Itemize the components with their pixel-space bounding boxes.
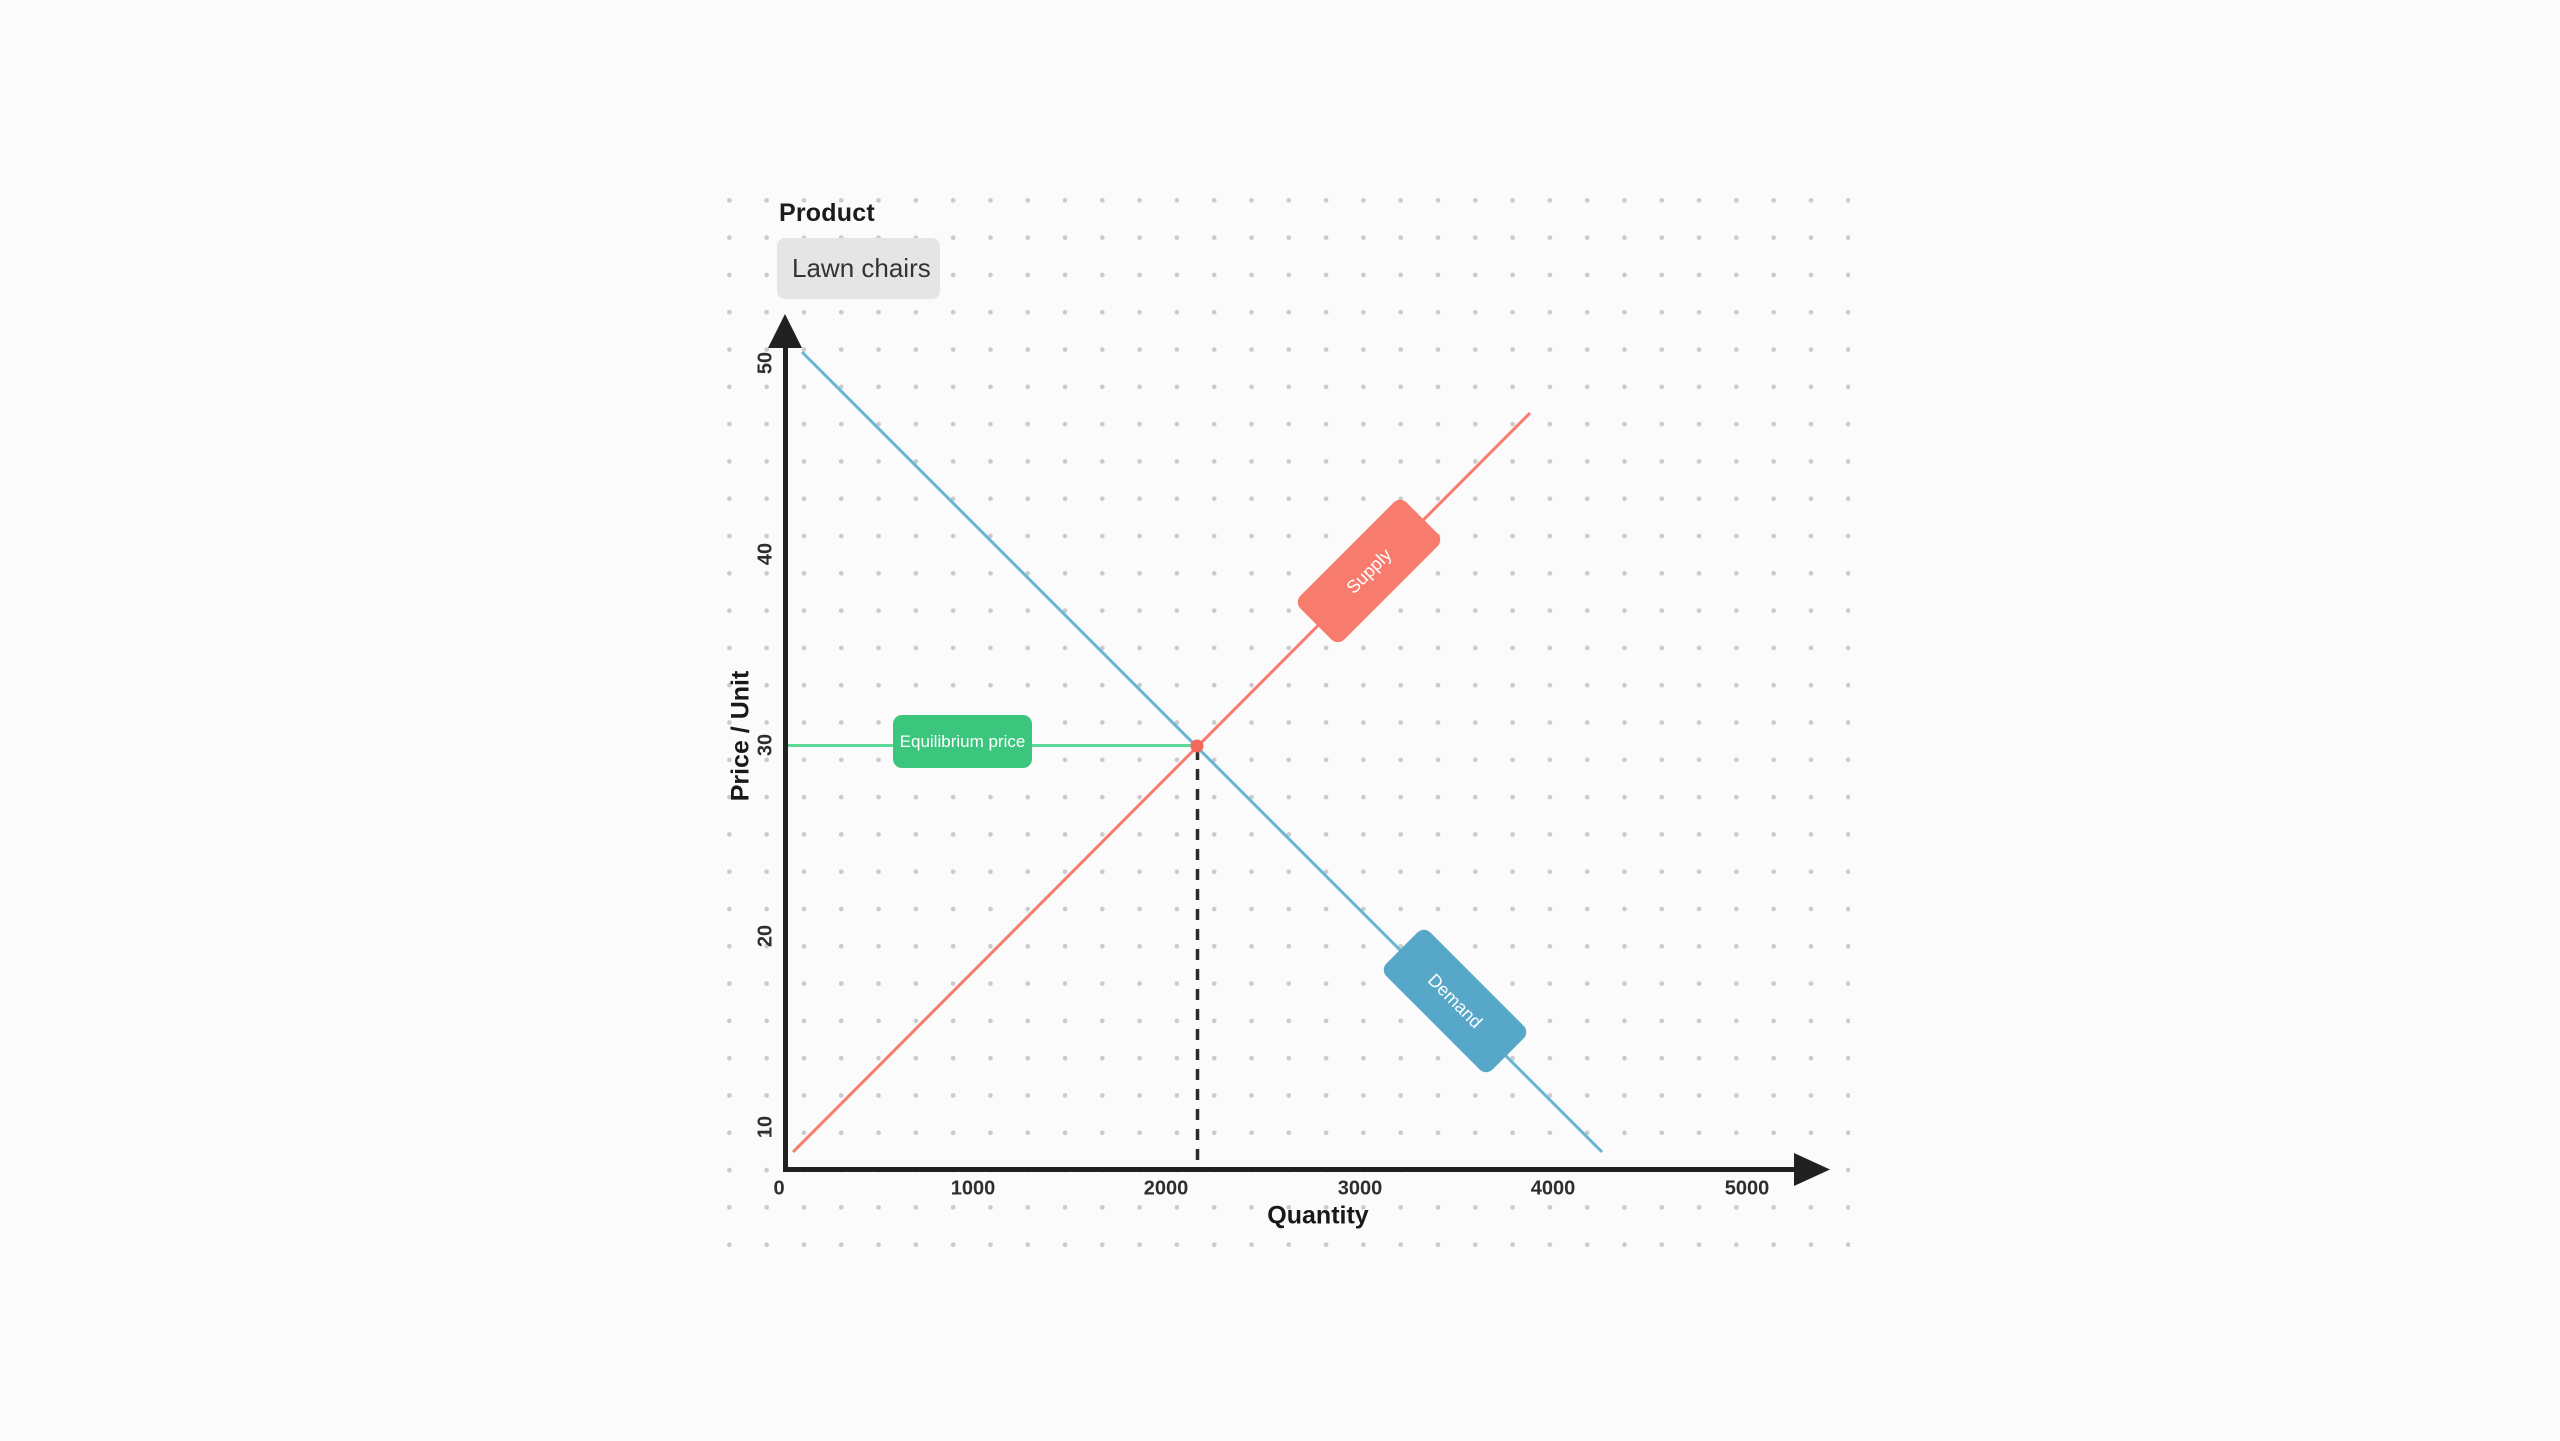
equilibrium-price-tag: Equilibrium price (893, 715, 1032, 768)
x-axis-title: Quantity (1267, 1201, 1369, 1230)
equilibrium-point (1190, 739, 1204, 753)
x-tick-label: 4000 (1530, 1177, 1576, 1200)
x-tick-label: 2000 (1143, 1177, 1189, 1200)
product-select[interactable]: Lawn chairs (777, 238, 940, 299)
product-select-value: Lawn chairs (792, 253, 931, 283)
y-tick-label: 20 (754, 924, 777, 948)
x-tick-label: 5000 (1724, 1177, 1770, 1200)
product-heading: Product (779, 199, 875, 227)
x-tick-label: 3000 (1337, 1177, 1383, 1200)
x-tick-label: 1000 (950, 1177, 996, 1200)
y-tick-label: 50 (754, 351, 777, 375)
y-axis-title: Price / Unit (726, 670, 755, 802)
x-axis-arrow-icon (1794, 1153, 1830, 1186)
x-tick-label: 0 (773, 1177, 785, 1200)
y-axis-arrow-icon (768, 314, 802, 348)
y-tick-label: 30 (754, 733, 777, 757)
equilibrium-price-text: Equilibrium price (899, 731, 1026, 751)
supply-label-text: Supply (1342, 544, 1396, 598)
y-tick-label: 40 (754, 542, 777, 566)
y-tick-label: 10 (754, 1115, 777, 1139)
demand-label-text: Demand (1424, 969, 1487, 1032)
